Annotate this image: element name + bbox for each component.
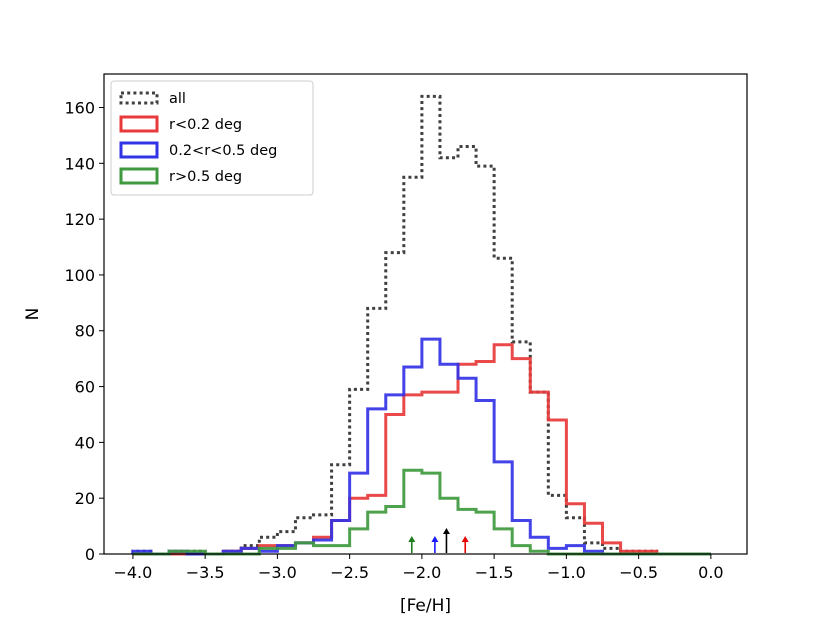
x-tick-label: −1.5 [475,563,514,582]
legend-swatch [119,167,159,185]
legend-entry: all [119,91,186,107]
legend-swatch [119,91,159,105]
y-tick-label: 100 [64,266,95,285]
x-tick-label: −1.0 [547,563,586,582]
series-r-0-5-deg [132,468,711,556]
series-r-0-2-deg [132,343,711,556]
y-tick-label: 60 [75,378,95,397]
y-tick-label: 40 [75,433,95,452]
mean-arrow-2 [442,528,450,553]
legend-box [110,80,314,196]
series-all [131,94,711,556]
x-tick-label: −3.0 [258,563,297,582]
y-tick-label: 20 [75,489,95,508]
legend-label: r<0.2 deg [169,117,242,133]
legend-label: 0.2<r<0.5 deg [169,143,277,159]
y-tick-label: 120 [64,210,95,229]
legend-entry: r<0.2 deg [119,115,242,133]
axes-frame [103,73,748,555]
x-axis-label: [Fe/H] [400,596,451,616]
y-tick-label: 0 [85,545,95,564]
legend-swatch [119,115,159,133]
legend-label: r>0.5 deg [169,169,242,185]
y-tick-label: 140 [64,154,95,173]
x-tick-label: −2.5 [330,563,369,582]
x-tick-label: −2.0 [402,563,441,582]
mean-arrow-0 [408,536,416,553]
x-tick-label: 0.0 [698,563,723,582]
series-0-2-r-0-5-deg [131,337,711,556]
plot-area [131,94,711,556]
y-tick-label: 80 [75,322,95,341]
mean-arrow-3 [461,536,469,553]
legend-label: all [169,91,186,107]
marker-layer [408,528,469,553]
mean-arrow-1 [431,536,439,553]
legend-entry: 0.2<r<0.5 deg [119,141,277,159]
x-tick-label: −4.0 [113,563,152,582]
legend-swatch [119,141,159,159]
x-axis: −4.0 −3.5 −3.0 −2.5 −2.0 −1.5 −1.0 −0.5 0.0 [113,554,724,582]
legend: all r<0.2 deg 0.2<r<0.5 deg r>0.5 deg [110,80,314,196]
x-tick-label: −3.5 [186,563,225,582]
legend-entry: r>0.5 deg [119,167,242,185]
y-axis: 0 20 40 60 80 100 120 140 160 [64,98,104,564]
x-tick-label: −0.5 [619,563,658,582]
y-tick-label: 160 [64,98,95,117]
y-axis-label: N [23,308,43,321]
